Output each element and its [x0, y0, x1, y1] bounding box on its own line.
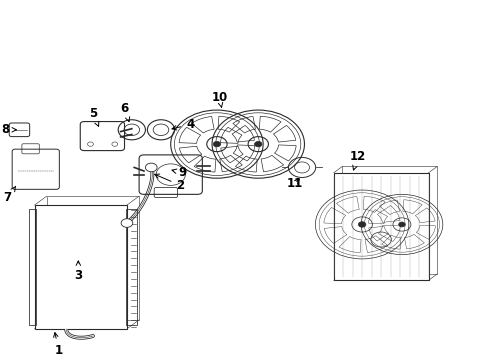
Circle shape: [146, 163, 157, 172]
Circle shape: [358, 222, 366, 227]
Circle shape: [121, 219, 133, 227]
Circle shape: [255, 141, 262, 147]
Circle shape: [399, 222, 405, 227]
Text: 9: 9: [172, 166, 187, 179]
Text: 12: 12: [350, 150, 366, 170]
Text: 4: 4: [172, 118, 195, 131]
Bar: [126, 209, 137, 325]
Text: 11: 11: [287, 177, 303, 190]
Text: 5: 5: [89, 107, 99, 126]
Text: 10: 10: [211, 91, 227, 107]
Text: 7: 7: [4, 186, 16, 204]
Text: 6: 6: [121, 102, 130, 122]
Text: 3: 3: [74, 261, 82, 282]
Bar: [29, 209, 35, 325]
Circle shape: [213, 141, 220, 147]
Text: 2: 2: [155, 174, 185, 192]
Text: 1: 1: [54, 333, 63, 357]
Polygon shape: [34, 205, 127, 329]
Polygon shape: [334, 173, 429, 280]
Text: 8: 8: [1, 123, 17, 136]
